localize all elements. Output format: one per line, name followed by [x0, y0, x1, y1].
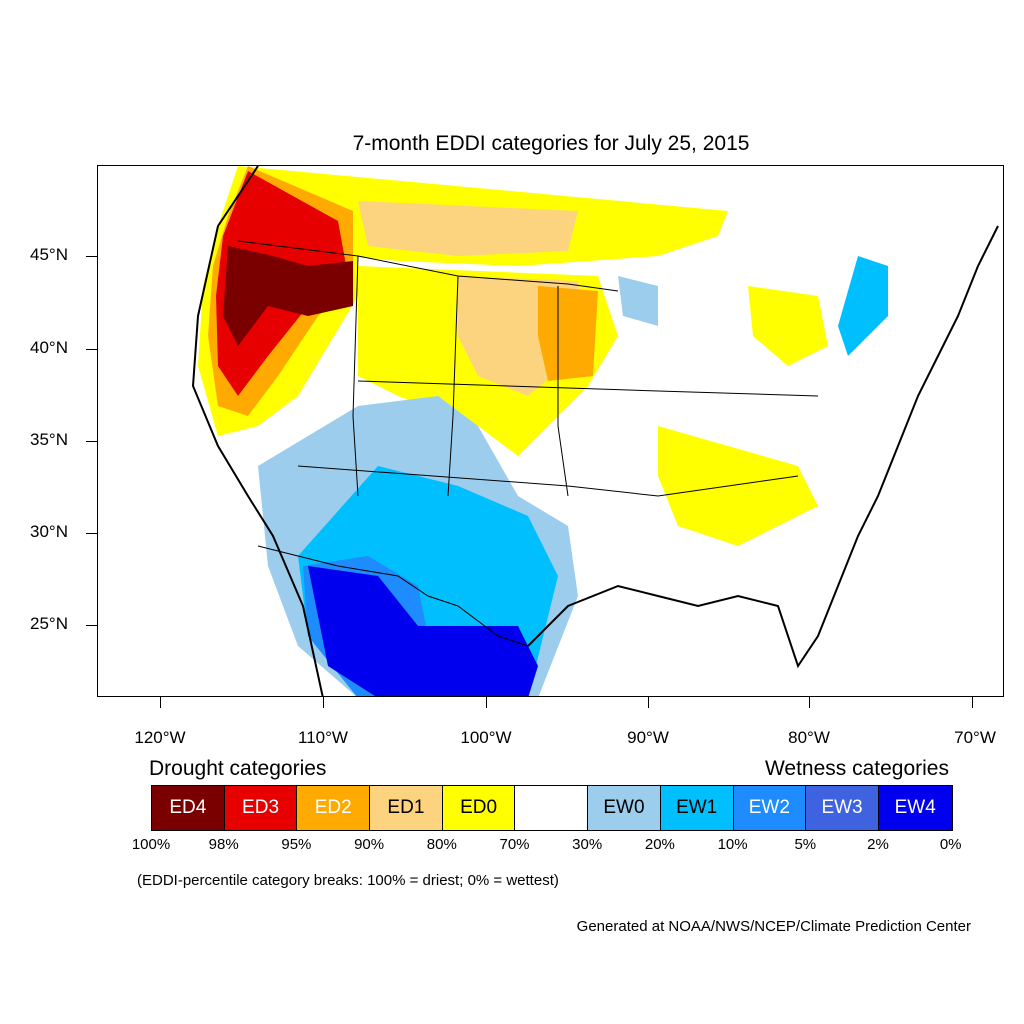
lat-label-25: 25°N: [30, 614, 68, 633]
legend-break-label: 20%: [644, 836, 675, 853]
state-line: [297, 465, 799, 497]
legend-swatch-ed2: ED2: [297, 786, 371, 830]
legend-swatch-ew2: EW2: [733, 786, 807, 830]
legend-break-label: 90%: [354, 836, 385, 853]
legend-swatch-ed4: ED4: [152, 786, 225, 830]
legend-swatch-ew4: EW4: [878, 786, 952, 830]
lat-label-40: 40°N: [30, 338, 68, 357]
wetness-categories-heading: Wetness categories: [764, 757, 949, 780]
state-line: [352, 255, 359, 497]
northwest-ed4-region: [223, 246, 353, 346]
legend-break-label: 80%: [426, 836, 457, 853]
state-line: [447, 275, 459, 497]
legend-break-label: 0%: [939, 836, 962, 853]
legend-break-label: 2%: [867, 836, 889, 853]
legend-swatch-ew1: EW1: [660, 786, 734, 830]
great-lakes-ew0-region: [618, 276, 658, 326]
lat-label-35: 35°N: [30, 430, 68, 449]
state-line: [357, 380, 819, 397]
legend-break-label: 95%: [281, 836, 312, 853]
lat-tick: [86, 256, 97, 257]
lat-tick: [86, 441, 97, 442]
map-title: 7-month EDDI categories for July 25, 201…: [352, 132, 750, 155]
legend-swatch-neutral: [515, 786, 589, 830]
lon-tick: [160, 697, 161, 708]
legend-swatch-ew0: EW0: [588, 786, 661, 830]
southeast-ed0-region: [658, 426, 818, 546]
lon-label-80: 80°W: [788, 728, 830, 747]
lon-tick: [972, 697, 973, 708]
legend-swatch-ew3: EW3: [806, 786, 879, 830]
credit-line: Generated at NOAA/NWS/NCEP/Climate Predi…: [576, 918, 971, 935]
plains-ed2-region: [538, 286, 598, 381]
lon-tick: [809, 697, 810, 708]
gulf-atlantic-coastline: [527, 225, 999, 669]
ohio-valley-ed0-region: [748, 286, 828, 366]
lat-label-30: 30°N: [30, 522, 68, 541]
legend-break-label: 30%: [572, 836, 603, 853]
lat-tick: [86, 625, 97, 626]
new-england-ew1-region: [838, 256, 888, 356]
pacific-coastline: [191, 166, 324, 696]
state-line: [557, 286, 569, 497]
legend-break-label: 100%: [131, 836, 171, 853]
lon-tick: [323, 697, 324, 708]
lat-tick: [86, 533, 97, 534]
lon-tick: [648, 697, 649, 708]
category-legend: ED4 ED3 ED2 ED1 ED0 EW0 EW1 EW2 EW3 EW4: [151, 785, 953, 831]
lon-label-100: 100°W: [460, 728, 512, 747]
map-plot-area: [97, 165, 1004, 697]
us-mexico-border: [257, 545, 529, 647]
lon-label-110: 110°W: [298, 728, 348, 747]
lat-tick: [86, 349, 97, 350]
drought-categories-heading: Drought categories: [149, 757, 327, 780]
percentile-note: (EDDI-percentile category breaks: 100% =…: [137, 872, 559, 889]
legend-swatch-ed0: ED0: [442, 786, 516, 830]
lon-label-90: 90°W: [627, 728, 669, 747]
lon-label-70: 70°W: [954, 728, 996, 747]
lon-label-120: 120°W: [134, 728, 186, 747]
lon-tick: [486, 697, 487, 708]
legend-swatch-ed1: ED1: [370, 786, 443, 830]
legend-swatch-ed3: ED3: [224, 786, 298, 830]
legend-break-label: 10%: [717, 836, 748, 853]
canada-ed1-region: [358, 201, 578, 256]
eddi-map: [98, 166, 1003, 696]
lat-label-45: 45°N: [30, 245, 68, 264]
legend-break-label: 70%: [499, 836, 530, 853]
legend-break-label: 98%: [208, 836, 239, 853]
legend-break-label: 5%: [794, 836, 817, 853]
mexico-ew4-region: [308, 566, 538, 696]
